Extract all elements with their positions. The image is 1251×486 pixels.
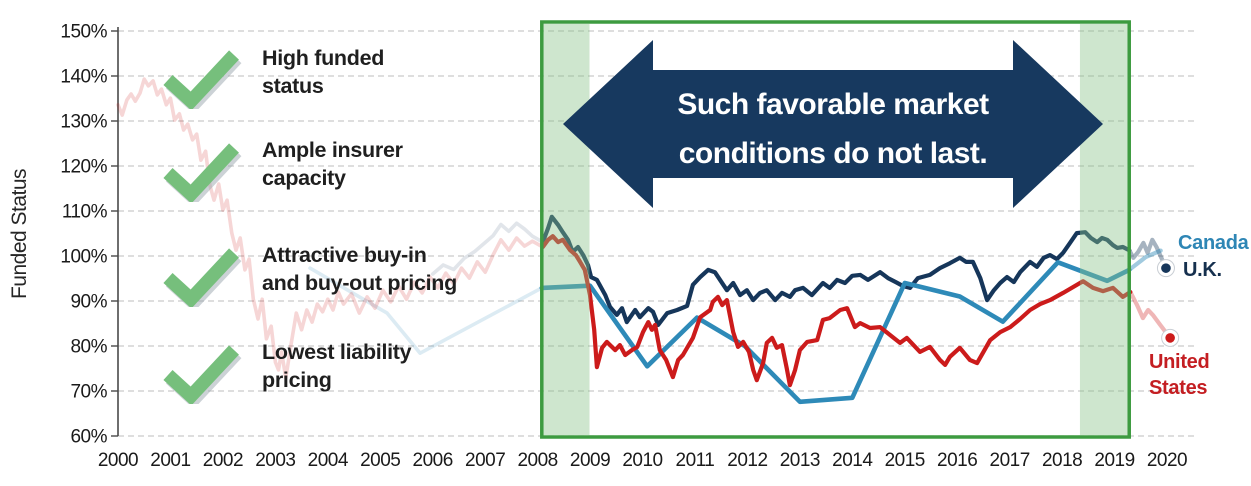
checkmark-icon [163, 345, 242, 404]
x-tick-label: 2007 [465, 450, 505, 471]
highlight-box [540, 20, 1131, 439]
x-tick-label: 2001 [150, 450, 190, 471]
series-line-pre-U.K. [430, 221, 545, 276]
checklist-text-line: Lowest liability [262, 340, 412, 364]
checkmark-icon [163, 143, 242, 202]
y-tick-label: 130% [60, 112, 107, 133]
end-dot-United States [1165, 333, 1175, 343]
x-tick-label: 2019 [1094, 450, 1134, 471]
checklist-text-line: pricing [262, 368, 332, 392]
uk-series-label: U.K. [1183, 259, 1222, 281]
x-tick-label: 2006 [413, 450, 453, 471]
checklist-text-line: status [262, 74, 324, 98]
y-tick-label: 120% [60, 157, 107, 178]
us-series-label: United States [1149, 349, 1210, 401]
x-tick-label: 2010 [622, 450, 662, 471]
checklist-text-line: Ample insurer [262, 138, 403, 162]
y-tick-label: 70% [70, 382, 107, 403]
x-tick-label: 2004 [308, 450, 349, 471]
series-line-United States [540, 234, 1133, 388]
highlight-band [541, 24, 590, 435]
x-tick-label: 2003 [255, 450, 295, 471]
us-series-label-line: States [1149, 377, 1208, 399]
x-tick-label: 2011 [676, 450, 715, 471]
y-tick-label: 90% [70, 292, 107, 313]
x-tick-label: 2009 [570, 450, 610, 471]
series-line-U.K. [540, 214, 1132, 327]
series-line-post-United States [1128, 289, 1173, 340]
y-axis-title: Funded Status [8, 168, 31, 300]
x-tick-label: 2013 [780, 450, 820, 471]
double-arrow [563, 40, 1103, 208]
end-dot-U.K. [1161, 263, 1171, 273]
x-tick-label: 2018 [1042, 450, 1082, 471]
series-line-pre-United States [116, 77, 545, 380]
x-tick-label: 2015 [885, 450, 925, 471]
callout-text: Such favorable market conditions do not … [613, 80, 1053, 178]
y-tick-label: 80% [70, 337, 107, 358]
series-line-Canada [539, 259, 1132, 405]
series-line-post-Canada [1127, 248, 1163, 272]
y-tick-label: 60% [70, 427, 107, 448]
x-tick-label: 2016 [937, 450, 977, 471]
x-tick-label: 2017 [990, 450, 1030, 471]
x-tick-label: 2020 [1147, 450, 1187, 471]
y-tick-label: 140% [60, 67, 107, 88]
checkmark-icon [163, 248, 242, 307]
checklist-text-line: Attractive buy-in [262, 243, 427, 267]
y-tick-label: 110% [62, 202, 108, 223]
callout-line-2: conditions do not last. [678, 137, 988, 170]
x-tick-label: 2000 [98, 450, 138, 471]
checkmark-icon [163, 50, 242, 109]
series-line-pre-Canada [308, 266, 544, 356]
canada-series-label: Canada [1178, 232, 1249, 254]
highlight-band [1079, 24, 1130, 435]
x-tick-label: 2002 [203, 450, 243, 471]
x-tick-label: 2012 [727, 450, 767, 471]
y-tick-label: 150% [60, 22, 107, 43]
x-tick-label: 2014 [832, 450, 873, 471]
checklist-text-line: High funded [262, 46, 385, 70]
y-tick-label: 100% [60, 247, 107, 268]
x-tick-label: 2005 [360, 450, 400, 471]
checklist-text-line: and buy-out pricing [262, 271, 457, 295]
series-line-post-U.K. [1127, 237, 1169, 271]
x-tick-label: 2008 [517, 450, 557, 471]
us-series-label-line: United [1149, 351, 1210, 373]
checklist-text-line: capacity [262, 166, 346, 190]
callout-line-1: Such favorable market [677, 88, 989, 121]
